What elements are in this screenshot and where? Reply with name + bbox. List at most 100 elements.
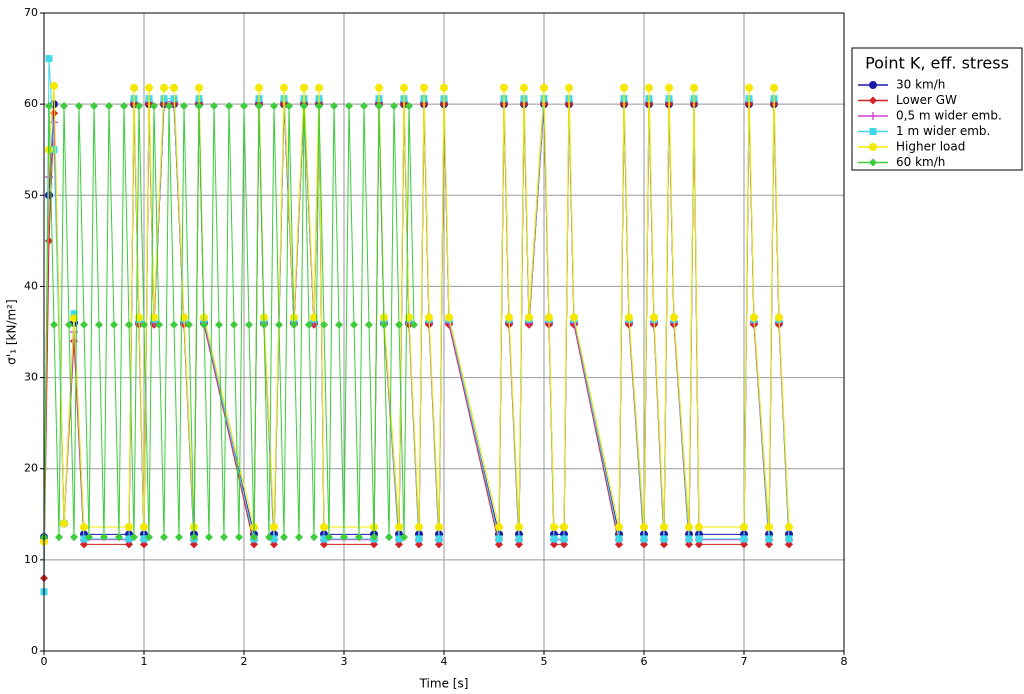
data-point (140, 535, 148, 543)
data-point (645, 83, 653, 92)
data-point (45, 101, 53, 110)
x-tick-label: 7 (741, 655, 748, 668)
data-point (370, 533, 378, 542)
data-point (525, 313, 533, 322)
y-tick-label: 30 (24, 371, 38, 384)
data-point (235, 533, 243, 542)
data-point (250, 533, 258, 542)
data-point (545, 313, 553, 322)
data-point (160, 83, 168, 92)
x-tick-label: 1 (141, 655, 148, 668)
data-point (135, 313, 143, 322)
data-point (310, 313, 318, 322)
data-point (375, 101, 383, 110)
legend-label: 60 km/h (896, 155, 945, 169)
data-point (690, 83, 698, 92)
data-point (425, 313, 433, 322)
plot-frame (43, 12, 845, 652)
y-tick-label: 70 (24, 6, 38, 19)
legend-marker (869, 112, 877, 120)
data-point (615, 523, 623, 532)
data-point (145, 83, 153, 92)
data-point (445, 313, 453, 322)
data-point (110, 320, 118, 329)
data-point (70, 314, 78, 323)
data-point (685, 523, 693, 532)
data-point (395, 535, 403, 543)
legend-label: Lower GW (896, 93, 957, 107)
data-point (520, 83, 528, 92)
data-point (695, 523, 703, 532)
y-axis-label: σ'₁ [kN/m²] (5, 299, 19, 364)
data-point (180, 313, 188, 322)
data-point (625, 313, 633, 322)
data-point (500, 83, 508, 92)
data-point (65, 320, 73, 329)
data-point (240, 101, 248, 110)
data-point (350, 320, 358, 329)
data-point (270, 535, 278, 543)
data-point (615, 535, 623, 543)
data-point (660, 523, 668, 532)
data-point (280, 83, 288, 92)
data-point (305, 320, 313, 329)
data-point (125, 535, 133, 543)
data-point (300, 83, 308, 92)
data-point (50, 81, 58, 90)
data-point (395, 523, 403, 532)
data-point (315, 101, 323, 110)
y-tick-label: 60 (24, 97, 38, 110)
x-tick-label: 2 (241, 655, 248, 668)
data-point (650, 313, 658, 322)
data-point (50, 320, 58, 329)
data-point (550, 523, 558, 532)
data-point (225, 101, 233, 110)
data-point (640, 535, 648, 543)
data-point (375, 83, 383, 92)
data-point (270, 101, 278, 110)
data-point (440, 83, 448, 92)
data-point (215, 320, 223, 329)
data-point (495, 523, 503, 532)
data-point (770, 83, 778, 92)
data-point (390, 101, 398, 110)
legend-label: 1 m wider emb. (896, 124, 990, 138)
data-point (765, 535, 773, 543)
data-point (290, 320, 298, 329)
data-point (90, 101, 98, 110)
data-point (145, 533, 153, 542)
y-tick-label: 20 (24, 462, 38, 475)
data-point (405, 101, 413, 110)
y-tick-label: 50 (24, 188, 38, 201)
x-tick-label: 0 (41, 655, 48, 668)
data-point (785, 535, 793, 543)
data-point (395, 320, 403, 329)
data-point (435, 535, 443, 543)
data-point (180, 101, 188, 110)
x-tick-label: 6 (641, 655, 648, 668)
data-point (505, 313, 513, 322)
x-tick-label: 3 (341, 655, 348, 668)
data-point (275, 320, 283, 329)
data-point (320, 535, 328, 543)
data-point (150, 313, 158, 322)
data-point (200, 320, 208, 329)
data-point (515, 535, 523, 543)
data-point (285, 101, 293, 110)
data-point (415, 523, 423, 532)
data-point (80, 535, 88, 543)
data-point (410, 320, 418, 329)
data-point (80, 523, 88, 532)
legend-marker (869, 128, 877, 135)
legend-marker (869, 143, 877, 151)
data-point (695, 535, 703, 543)
data-point (85, 533, 93, 542)
data-point (125, 320, 133, 329)
data-point (750, 313, 758, 322)
data-point (745, 83, 753, 92)
data-point (255, 101, 263, 110)
data-point (230, 320, 238, 329)
data-point (775, 313, 783, 322)
